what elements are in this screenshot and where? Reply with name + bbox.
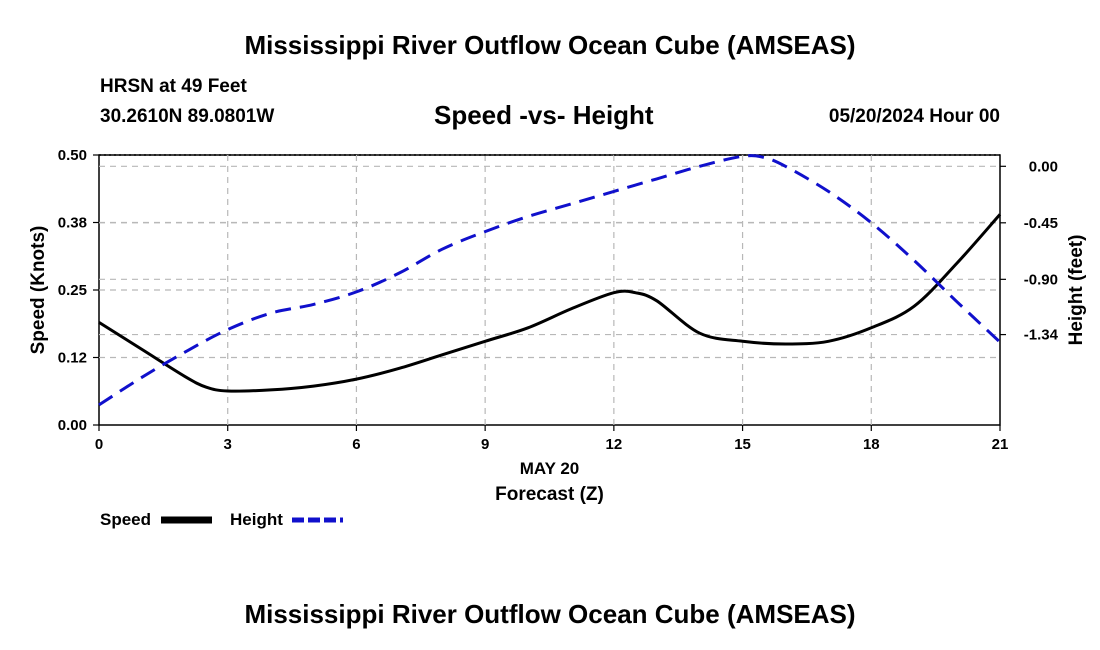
y-axis-title-left: Speed (Knots) xyxy=(28,226,49,355)
y-tick-label-left: 0.12 xyxy=(58,350,87,367)
x-axis-title: Forecast (Z) xyxy=(495,484,604,505)
x-tick-label: 9 xyxy=(481,436,489,453)
page-title: Mississippi River Outflow Ocean Cube (AM… xyxy=(244,30,856,60)
x-tick-label: 21 xyxy=(992,436,1009,453)
legend-label-height: Height xyxy=(230,510,283,529)
station-label: HRSN at 49 Feet xyxy=(100,76,247,97)
y-tick-label-right: -0.45 xyxy=(1024,215,1058,232)
x-tick-label: 3 xyxy=(224,436,232,453)
x-tick-label: 15 xyxy=(734,436,751,453)
x-tick-label: 6 xyxy=(352,436,360,453)
date-label: 05/20/2024 Hour 00 xyxy=(828,106,1000,127)
y-tick-label-left: 0.00 xyxy=(58,417,87,434)
coordinates-label: 30.2610N 89.0801W xyxy=(100,106,275,127)
x-date-label: MAY 20 xyxy=(520,459,580,478)
plot-title: Speed -vs- Height xyxy=(434,100,654,130)
x-tick-label: 18 xyxy=(863,436,880,453)
y-tick-label-right: -1.34 xyxy=(1024,327,1059,344)
y-tick-label-right: 0.00 xyxy=(1029,158,1058,175)
y-tick-label-left: 0.50 xyxy=(58,147,87,164)
y-tick-label-right: -0.90 xyxy=(1024,271,1058,288)
y-tick-label-left: 0.38 xyxy=(58,215,87,232)
legend-label-speed: Speed xyxy=(100,510,151,529)
series-speed-line xyxy=(98,213,1002,393)
x-tick-label: 12 xyxy=(606,436,623,453)
x-tick-label: 0 xyxy=(95,436,103,453)
series-height-line xyxy=(98,154,1002,407)
page-title-bottom: Mississippi River Outflow Ocean Cube (AM… xyxy=(244,599,856,629)
y-tick-label-left: 0.25 xyxy=(58,282,87,299)
y-axis-title-right: Height (feet) xyxy=(1066,235,1087,346)
